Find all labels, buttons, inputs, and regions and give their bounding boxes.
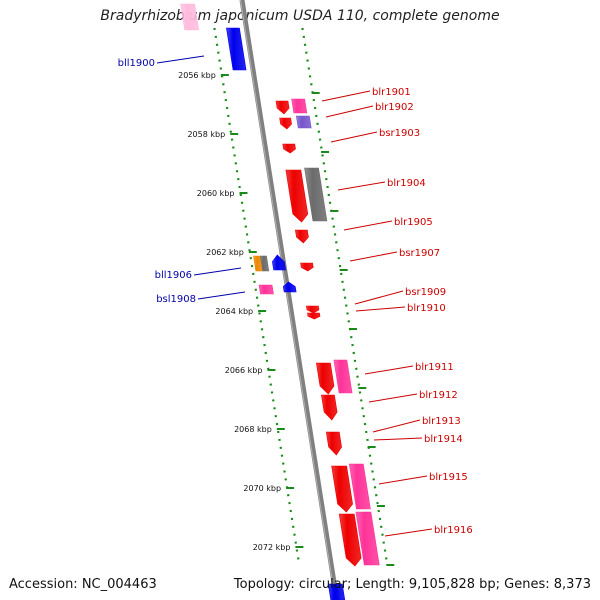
gene-leader-blr1915 <box>378 475 428 485</box>
gene-leader-blr1914 <box>373 437 423 441</box>
gene-label-blr1911: blr1911 <box>415 362 454 373</box>
gene-blr1904-arrow <box>285 169 309 223</box>
gene-blr1911-arrow <box>316 362 335 395</box>
gene-blr1916-block <box>355 511 380 566</box>
gene-label-bll1900: bll1900 <box>118 58 155 69</box>
gene-label-blr1913: blr1913 <box>422 416 461 427</box>
gene-blr1910-arrow <box>307 312 321 320</box>
gene-leader-bsr1907 <box>349 251 398 262</box>
gene-block-bottom-blue <box>327 583 346 600</box>
gene-label-blr1902: blr1902 <box>375 102 414 113</box>
tick-label: 2072 kbp <box>253 543 291 552</box>
gene-label-blr1914: blr1914 <box>424 434 463 445</box>
gene-leader-bsl1908 <box>197 291 246 300</box>
gene-blr1905-arrow <box>294 229 309 244</box>
gene-bsr1903-arrow <box>282 143 296 154</box>
gene-label-bsr1909: bsr1909 <box>405 287 446 298</box>
gene-label-blr1912: blr1912 <box>419 390 458 401</box>
gene-bsr1909-arrow <box>305 305 320 314</box>
tick-label: 2070 kbp <box>243 484 281 493</box>
gene-leader-blr1905 <box>343 220 393 231</box>
gene-label-bsr1903: bsr1903 <box>379 128 420 139</box>
gene-leader-blr1911 <box>364 365 414 375</box>
tick-label: 2068 kbp <box>234 425 272 434</box>
gene-label-blr1916: blr1916 <box>434 525 473 536</box>
gene-leader-blr1904 <box>337 181 386 191</box>
genome-summary-text: Topology: circular; Length: 9,105,828 bp… <box>233 577 591 592</box>
tick-label: 2058 kbp <box>187 130 225 139</box>
gene-bll1906-arrow <box>272 254 287 271</box>
gene-label-bsr1907: bsr1907 <box>399 248 440 259</box>
gene-leader-blr1916 <box>384 528 433 537</box>
gene-blr1904-block <box>304 167 328 222</box>
tick-label: 2062 kbp <box>206 248 244 257</box>
gene-blr1902-block <box>295 115 312 129</box>
tick-label: 2060 kbp <box>197 189 235 198</box>
gene-label-bll1906: bll1906 <box>155 270 192 281</box>
gene-bsl1908-block <box>258 284 274 295</box>
gene-label-blr1901: blr1901 <box>372 87 411 98</box>
gene-bsl1908-arrow <box>282 281 297 293</box>
gene-label-blr1905: blr1905 <box>394 217 433 228</box>
accession-text: Accession: NC_004463 <box>9 577 157 592</box>
gene-blr1911-block <box>333 359 353 394</box>
gene-label-blr1915: blr1915 <box>429 472 468 483</box>
gene-blr1902-left <box>279 117 292 130</box>
genome-axis <box>239 0 340 600</box>
gene-blr1912-arrow <box>321 394 338 421</box>
gene-blr1916-arrow <box>338 513 362 567</box>
gene-blr1913-arrow <box>325 431 342 456</box>
gene-leader-blr1913 <box>372 419 421 433</box>
gene-leader-bll1900 <box>156 55 205 64</box>
gene-block-light-pink <box>180 3 200 31</box>
gene-label-bsl1908: bsl1908 <box>156 294 196 305</box>
gene-leader-blr1901 <box>321 90 371 102</box>
gene-label-blr1904: blr1904 <box>387 178 426 189</box>
gene-blr1901-left <box>275 100 290 115</box>
map-title: Bradyrhizobium japonicum USDA 110, compl… <box>100 8 500 24</box>
gene-label-blr1910: blr1910 <box>407 303 446 314</box>
gene-blr1915-block <box>348 463 371 510</box>
gene-bsr1907-arrow <box>300 262 314 272</box>
gene-leader-blr1910 <box>355 306 406 312</box>
genome-axis-highlight <box>240 0 336 600</box>
tick-label: 2066 kbp <box>225 366 263 375</box>
gene-blr1915-arrow <box>331 465 353 513</box>
gene-leader-blr1912 <box>368 393 418 403</box>
gene-bll1906-block-gray <box>260 255 270 272</box>
tick-label: 2064 kbp <box>215 307 253 316</box>
gene-bll1900-block <box>226 27 247 71</box>
gene-leader-bsr1909 <box>354 290 404 305</box>
gene-leader-bsr1903 <box>330 131 378 143</box>
tick-label: 2056 kbp <box>178 71 216 80</box>
gene-leader-blr1902 <box>325 105 374 118</box>
gene-blr1901-block <box>291 98 308 114</box>
gene-leader-bll1906 <box>193 267 242 276</box>
